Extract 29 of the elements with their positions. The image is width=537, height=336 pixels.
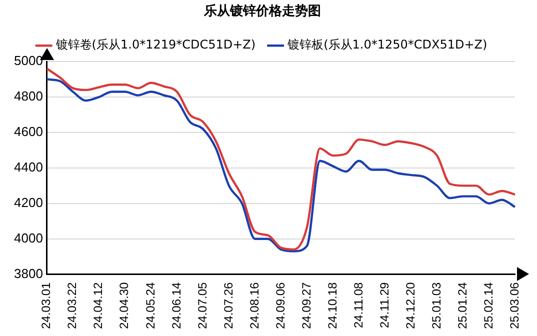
x-tick-label: 24.04.30 [117, 282, 132, 330]
x-tick-label: 25.02.14 [481, 282, 496, 330]
y-tick-label: 4400 [14, 160, 43, 175]
x-tick-label: 24.07.26 [221, 282, 236, 330]
x-tick-label: 24.11.29 [377, 282, 392, 328]
x-tick-label: 24.08.16 [247, 282, 262, 330]
x-tick-label: 24.04.12 [91, 282, 106, 330]
y-tick-label: 4200 [14, 194, 43, 210]
x-tick-label: 24.06.14 [169, 282, 184, 330]
chart-title: 乐从镀锌价格走势图 [203, 3, 321, 20]
x-tick-label: 25.03.06 [507, 282, 522, 330]
x-tick-label: 24.12.20 [403, 282, 418, 330]
x-tick-label: 24.07.05 [195, 282, 210, 330]
y-tick-label: 3800 [14, 266, 43, 281]
x-tick-label: 24.09.06 [273, 282, 288, 330]
x-tick-label: 25.01.24 [455, 282, 470, 330]
x-tick-label: 25.01.03 [429, 282, 444, 330]
y-tick-label: 5000 [14, 53, 43, 68]
y-tick-label: 4600 [14, 124, 43, 140]
y-tick-label: 4800 [14, 88, 43, 104]
x-tick-label: 24.03.22 [65, 282, 80, 330]
legend-label: 镀锌卷(乐从1.0*1219*CDC51D+Z) [54, 38, 256, 52]
x-tick-label: 24.03.01 [39, 282, 54, 330]
x-tick-label: 24.05.24 [143, 282, 158, 330]
y-tick-label: 4000 [14, 230, 43, 246]
x-tick-label: 24.09.27 [299, 282, 314, 330]
legend-label: 镀锌板(乐从1.0*1250*CDX51D+Z) [286, 38, 488, 52]
x-tick-label: 24.11.08 [351, 282, 366, 328]
x-tick-label: 24.10.18 [325, 282, 340, 330]
